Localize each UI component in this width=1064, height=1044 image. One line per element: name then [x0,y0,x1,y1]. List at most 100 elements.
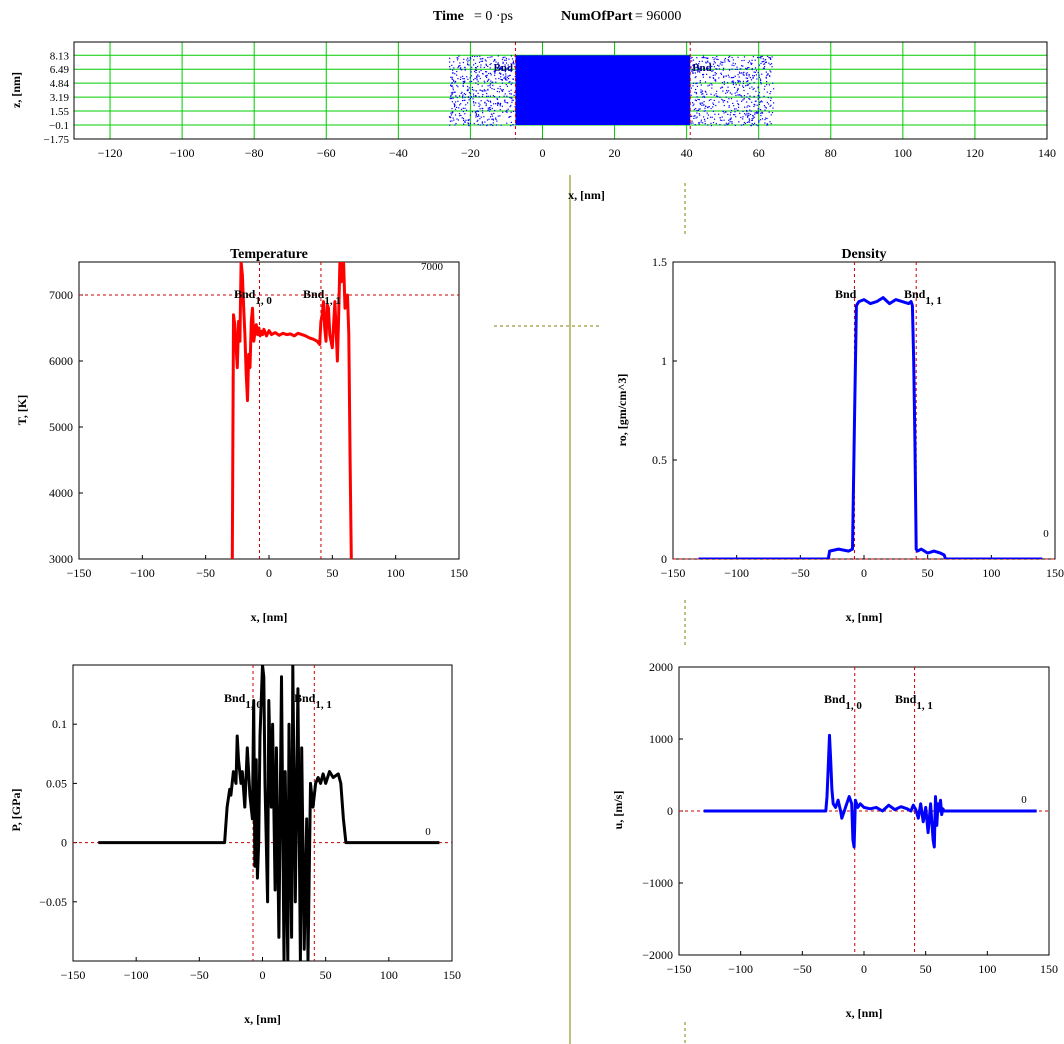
particle [729,69,731,71]
particle [490,80,492,82]
particle [721,98,723,100]
particle [723,81,725,83]
velocity-chart: −150 −100 −50 0 50 100 150 −2000 −1000 0 1000 2000 x… [611,660,1058,1020]
particle [495,81,497,83]
particle [481,60,484,62]
particle [748,66,750,69]
particle [766,117,768,120]
particle [712,106,714,108]
particle [692,59,694,61]
particle [464,96,466,98]
particle [451,78,454,80]
particle [452,69,454,71]
particle [464,107,466,109]
particle [496,120,498,122]
particle [742,65,744,67]
bnd-label-0: Bnd1, 0 [824,692,862,712]
particle [695,63,697,65]
particle [454,80,457,82]
particle [502,61,504,63]
particle [464,80,466,82]
x-tick-label: −100 [170,146,195,160]
particle [453,119,455,121]
particle [745,77,747,79]
particle [471,111,473,113]
particle [746,81,748,83]
particle [736,91,738,93]
particle [725,122,727,124]
particle [486,92,488,95]
particle [748,114,750,116]
particle [476,110,478,112]
particle [731,122,733,124]
pressure-series-line [98,665,440,961]
particle [449,68,451,70]
particle [692,71,694,74]
particle [698,108,700,110]
particle [758,121,760,123]
particle [756,111,758,113]
particle [752,88,754,91]
particle [769,75,771,77]
particle [486,74,488,76]
particle [485,103,487,105]
particle [766,81,768,83]
particle [474,55,476,58]
particle [698,122,700,124]
particle [477,80,479,82]
particle [499,88,501,90]
particle [451,111,453,113]
particle [502,89,504,91]
particle [479,104,481,106]
particle [760,83,762,85]
particle [710,125,712,127]
particle [457,119,459,121]
particle [712,110,714,112]
particle [729,92,731,94]
particle [766,123,768,125]
particle [738,106,740,108]
x-tick-label: 0 [861,962,867,976]
particle [456,57,458,59]
particle [724,61,726,63]
particle [479,55,481,57]
x-tick-label: 0 [260,968,266,982]
particle [508,90,510,92]
bnd-label-subscript: 1, 0 [255,295,272,307]
particle [467,123,470,125]
particle [744,113,746,115]
particle [699,103,701,105]
particle [723,112,725,114]
particle [502,74,504,76]
particle [696,57,698,59]
particle [510,104,512,107]
particle [722,101,724,103]
particle [757,108,759,110]
particle [509,74,511,76]
particle [749,121,751,123]
particle [496,98,498,100]
particle [471,80,473,82]
particle [720,87,722,89]
particle [769,58,772,60]
particle [730,109,732,112]
particle [719,124,721,126]
particle [499,85,501,88]
particle [748,118,750,120]
particle [451,93,453,96]
particle [740,72,743,74]
particle [476,79,478,81]
particle [750,62,752,64]
particle [501,90,503,92]
x-axis-label: x, [nm] [568,188,605,202]
particle [490,74,492,76]
particle [766,101,768,104]
particle [504,99,506,101]
particle [772,82,774,84]
particle [744,106,746,108]
particle [737,81,739,83]
particle [731,93,733,95]
particle [454,108,457,110]
particle [469,122,471,125]
particle [703,116,705,118]
